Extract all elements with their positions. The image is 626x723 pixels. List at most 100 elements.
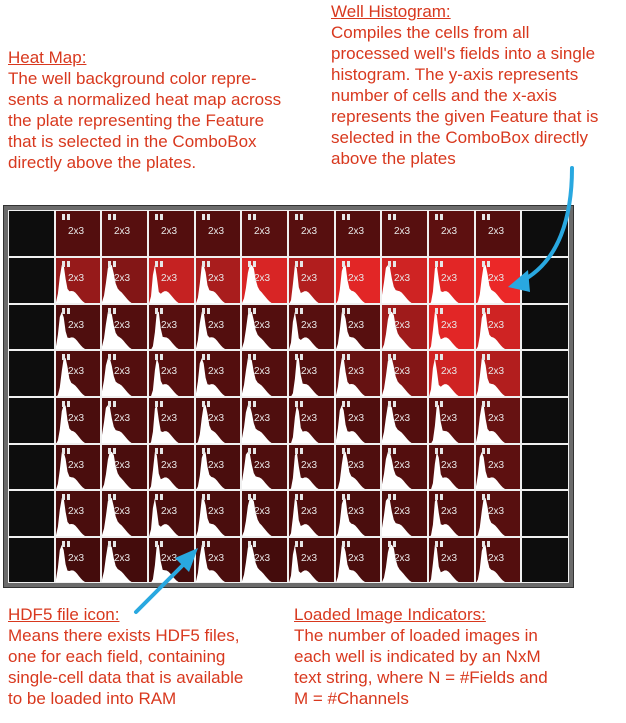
well[interactable]: 2x3 [195, 537, 241, 583]
well[interactable]: 2x3 [101, 397, 148, 444]
well[interactable]: 2x3 [101, 350, 148, 397]
well[interactable]: 2x3 [381, 444, 428, 490]
well[interactable]: 2x3 [288, 537, 335, 583]
well[interactable]: 2x3 [335, 210, 381, 257]
well[interactable]: 2x3 [55, 444, 101, 490]
well[interactable]: 2x3 [195, 304, 241, 350]
well[interactable]: 2x3 [335, 537, 381, 583]
well[interactable]: 2x3 [428, 397, 475, 444]
well[interactable]: 2x3 [195, 444, 241, 490]
well[interactable]: 2x3 [335, 350, 381, 397]
well[interactable]: 2x3 [55, 257, 101, 304]
well[interactable]: 2x3 [288, 304, 335, 350]
well[interactable]: 2x3 [55, 537, 101, 583]
well[interactable] [8, 257, 55, 304]
well[interactable]: 2x3 [241, 444, 288, 490]
well-histogram [102, 265, 132, 303]
well[interactable] [521, 537, 569, 583]
well[interactable]: 2x3 [101, 210, 148, 257]
well[interactable]: 2x3 [475, 444, 521, 490]
well[interactable]: 2x3 [288, 210, 335, 257]
well[interactable]: 2x3 [288, 490, 335, 537]
well[interactable]: 2x3 [475, 350, 521, 397]
well[interactable]: 2x3 [381, 537, 428, 583]
histogram-shape [289, 498, 319, 536]
well[interactable]: 2x3 [195, 350, 241, 397]
well[interactable]: 2x3 [55, 397, 101, 444]
well[interactable] [8, 210, 55, 257]
well[interactable]: 2x3 [428, 350, 475, 397]
well[interactable] [8, 490, 55, 537]
well[interactable]: 2x3 [381, 304, 428, 350]
well-histogram [476, 498, 505, 536]
well[interactable]: 2x3 [428, 304, 475, 350]
well[interactable]: 2x3 [428, 444, 475, 490]
well[interactable]: 2x3 [101, 490, 148, 537]
well[interactable]: 2x3 [101, 537, 148, 583]
well[interactable]: 2x3 [148, 397, 195, 444]
well[interactable] [521, 397, 569, 444]
well[interactable]: 2x3 [55, 350, 101, 397]
loaded-image-indicator: 2x3 [301, 553, 318, 564]
well[interactable]: 2x3 [148, 304, 195, 350]
well[interactable]: 2x3 [381, 210, 428, 257]
well[interactable]: 2x3 [335, 490, 381, 537]
well[interactable]: 2x3 [241, 490, 288, 537]
well[interactable]: 2x3 [335, 397, 381, 444]
well[interactable]: 2x3 [101, 444, 148, 490]
well[interactable]: 2x3 [381, 397, 428, 444]
well[interactable] [521, 444, 569, 490]
well[interactable]: 2x3 [195, 490, 241, 537]
well[interactable]: 2x3 [475, 537, 521, 583]
well[interactable]: 2x3 [381, 490, 428, 537]
well[interactable]: 2x3 [335, 257, 381, 304]
well[interactable]: 2x3 [55, 304, 101, 350]
well[interactable]: 2x3 [288, 350, 335, 397]
well[interactable]: 2x3 [428, 537, 475, 583]
well[interactable]: 2x3 [475, 490, 521, 537]
well[interactable]: 2x3 [381, 257, 428, 304]
well[interactable]: 2x3 [428, 257, 475, 304]
well[interactable]: 2x3 [428, 210, 475, 257]
well[interactable] [8, 304, 55, 350]
well[interactable]: 2x3 [195, 397, 241, 444]
well[interactable]: 2x3 [241, 210, 288, 257]
well[interactable]: 2x3 [195, 210, 241, 257]
well[interactable]: 2x3 [475, 210, 521, 257]
well[interactable]: 2x3 [475, 304, 521, 350]
well[interactable]: 2x3 [288, 444, 335, 490]
well[interactable] [8, 350, 55, 397]
well[interactable] [521, 350, 569, 397]
well[interactable]: 2x3 [241, 257, 288, 304]
well[interactable]: 2x3 [335, 444, 381, 490]
well[interactable]: 2x3 [148, 257, 195, 304]
loaded-image-indicator: 2x3 [208, 320, 225, 331]
well[interactable]: 2x3 [148, 490, 195, 537]
well[interactable] [8, 444, 55, 490]
well[interactable]: 2x3 [241, 304, 288, 350]
well[interactable] [521, 490, 569, 537]
well[interactable]: 2x3 [195, 257, 241, 304]
histogram-shape [196, 544, 225, 582]
well[interactable] [521, 304, 569, 350]
well[interactable]: 2x3 [148, 350, 195, 397]
well[interactable]: 2x3 [288, 257, 335, 304]
well[interactable]: 2x3 [335, 304, 381, 350]
well[interactable] [8, 397, 55, 444]
well[interactable]: 2x3 [241, 350, 288, 397]
well[interactable]: 2x3 [288, 397, 335, 444]
well[interactable] [8, 537, 55, 583]
well[interactable]: 2x3 [55, 490, 101, 537]
well[interactable]: 2x3 [55, 210, 101, 257]
well[interactable]: 2x3 [101, 257, 148, 304]
well[interactable]: 2x3 [148, 210, 195, 257]
well[interactable]: 2x3 [475, 397, 521, 444]
well[interactable]: 2x3 [148, 444, 195, 490]
well[interactable]: 2x3 [241, 537, 288, 583]
well[interactable]: 2x3 [475, 257, 521, 304]
well[interactable]: 2x3 [428, 490, 475, 537]
well[interactable]: 2x3 [101, 304, 148, 350]
well[interactable]: 2x3 [241, 397, 288, 444]
well[interactable]: 2x3 [381, 350, 428, 397]
